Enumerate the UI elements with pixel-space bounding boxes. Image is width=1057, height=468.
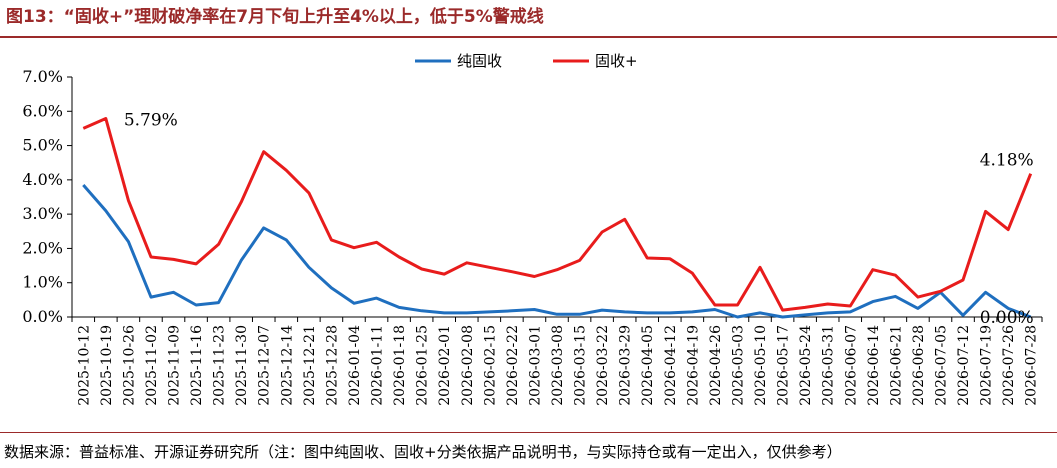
x-tick-label: 2026-02-15 [482,325,498,406]
figure-title: 图13：“固收+”理财破净率在7月下旬上升至4%以上，低于5%警戒线 [6,7,544,27]
x-tick-label: 2025-12-21 [302,325,318,406]
x-tick-label: 2026-07-12 [956,325,972,406]
y-tick-label: 5.0% [22,136,63,155]
x-tick-label: 2026-07-26 [1001,325,1017,406]
x-tick-label: 2025-11-30 [234,325,250,406]
x-tick-label: 2026-02-08 [460,325,476,406]
x-tick-label: 2026-03-15 [573,325,589,406]
y-tick-label: 2.0% [22,238,63,257]
data-label: 5.79% [124,110,178,130]
data-label: 0.00% [980,308,1034,328]
x-tick-label: 2026-05-10 [753,325,769,406]
x-tick-label: 2025-12-07 [257,325,273,406]
source-divider [0,432,1057,433]
series-group [82,117,1033,319]
x-tick-label: 2026-03-22 [595,325,611,406]
x-tick-label: 2025-12-14 [279,325,295,406]
x-tick-label: 2026-01-18 [392,325,408,406]
x-tick-label: 2026-05-03 [730,325,746,406]
x-tick-label: 2025-11-02 [144,325,160,406]
x-tick-label: 2026-04-26 [708,325,724,406]
x-tick-label: 2026-02-01 [437,325,453,406]
y-tick-label: 1.0% [22,273,63,292]
x-tick-label: 2026-07-05 [933,325,949,406]
x-tick-label: 2026-05-17 [776,325,792,406]
line-chart: 纯固收 固收+ 0.0%1.0%2.0%3.0%4.0%5.0%6.0%7.0% … [22,52,1043,406]
x-tick-label: 2026-02-22 [505,325,521,406]
x-tick-label: 2026-05-31 [821,325,837,406]
x-tick-label: 2026-06-07 [843,325,859,406]
x-tick-label: 2025-11-09 [167,325,183,406]
x-tick-label: 2026-03-29 [618,325,634,406]
x-tick-label: 2026-07-28 [1024,325,1040,406]
x-axis: 2025-10-12 2025-10-19 2025-10-26 2025-11-02… [71,316,1043,406]
series-line-0 [82,184,1032,319]
x-tick-label: 2025-10-19 [99,325,115,406]
x-tick-label: 2026-06-28 [911,325,927,406]
x-tick-label: 2026-03-08 [550,325,566,406]
chart-legend: 纯固收 固收+ [415,52,638,70]
x-tick-label: 2025-11-23 [212,325,228,406]
x-tick-label: 2026-01-11 [370,325,386,406]
x-tick-label: 2026-03-01 [527,325,543,406]
y-tick-label: 3.0% [22,204,63,223]
x-tick-label: 2026-01-04 [347,325,363,406]
x-tick-label: 2026-06-14 [866,325,882,406]
source-note: 数据来源：普益标准、开源证券研究所（注：图中纯固收、固收+分类依据产品说明书，与… [4,443,842,461]
y-axis: 0.0% 1.0% 2.0% 3.0% 4.0% 5.0% 6.0% 7.0% [22,67,73,326]
x-tick-label: 2026-01-25 [415,325,431,406]
y-tick-label: 0.0% [22,307,63,326]
x-tick-label: 2025-10-12 [76,325,92,406]
x-tick-label: 2026-04-12 [663,325,679,406]
x-tick-label: 2025-10-26 [121,325,137,406]
x-tick-label: 2026-05-24 [798,325,814,406]
title-divider [0,36,1057,38]
y-tick-label: 7.0% [22,67,63,86]
x-tick-label: 2026-06-21 [888,325,904,406]
x-tick-label: 2025-12-28 [324,325,340,406]
x-tick-label: 2025-11-16 [189,325,205,406]
data-label: 4.18% [980,151,1034,171]
legend-label: 纯固收 [457,52,502,70]
x-tick-label: 2026-04-19 [685,325,701,406]
x-tick-label: 2026-07-19 [979,325,995,406]
x-tick-label: 2026-04-05 [640,325,656,406]
legend-label: 固收+ [595,52,638,70]
series-line-1 [82,117,1033,312]
annotations: 5.79% 4.18% 0.00% [124,110,1034,328]
y-tick-label: 4.0% [22,170,63,189]
y-tick-label: 6.0% [22,101,63,120]
